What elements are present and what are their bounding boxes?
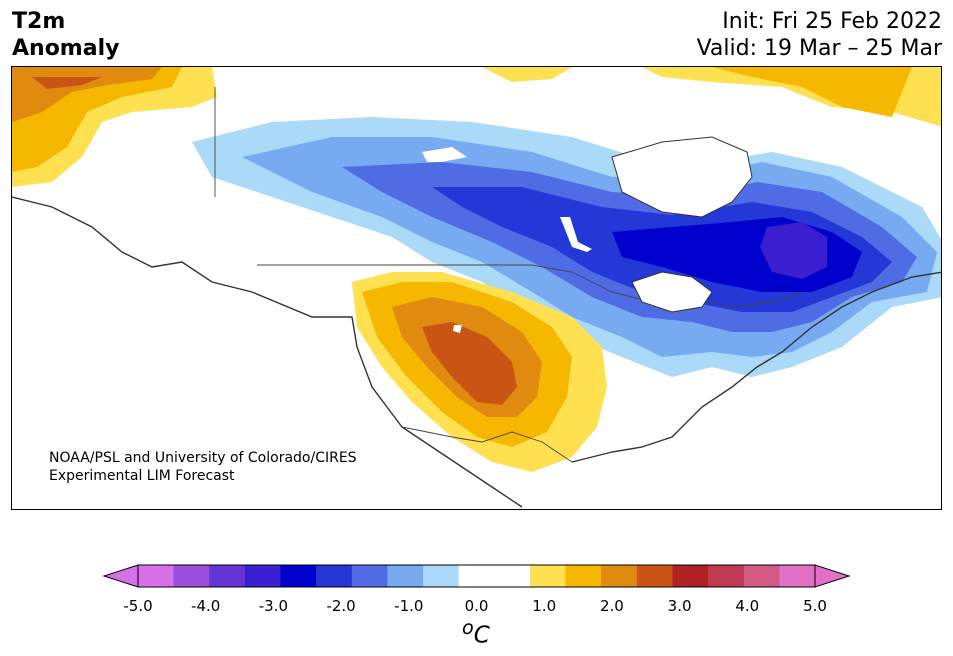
colorbar-tick-label: 0.0 <box>464 597 489 615</box>
unit-celsius: C <box>473 622 490 649</box>
great-slave-lake <box>422 147 467 162</box>
forecast-dates: Init: Fri 25 Feb 2022 Valid: 19 Mar – 25… <box>697 8 942 62</box>
colorbar-segment <box>280 565 317 587</box>
credit-line-1: NOAA/PSL and University of Colorado/CIRE… <box>49 450 357 466</box>
colorbar-tick-label: -1.0 <box>394 597 424 615</box>
valid-period: Valid: 19 Mar – 25 Mar <box>696 36 942 61</box>
colorbar-tick-label: 3.0 <box>667 597 692 615</box>
anomaly-map <box>11 66 942 510</box>
colorbar-tick-label: 4.0 <box>735 597 760 615</box>
colorbar-tick-label: 1.0 <box>532 597 557 615</box>
colorbar-border <box>137 564 816 588</box>
colorbar-tick-label: -3.0 <box>258 597 289 615</box>
colorbar-segment <box>565 565 602 587</box>
lake-winnipeg <box>560 217 592 252</box>
colorbar-tick-label: 2.0 <box>599 597 624 615</box>
colorbar-segment <box>636 565 673 587</box>
colorbar-tick-label: 5.0 <box>803 597 827 615</box>
colorbar-segment <box>601 565 638 587</box>
colorbar-extend-low <box>102 564 139 588</box>
colorbar-segment <box>672 565 709 587</box>
map-canvas <box>12 67 941 508</box>
warm-region-southwest-4 <box>422 322 517 405</box>
colorbar-segment <box>423 565 460 587</box>
colorbar-tick-label: -5.0 <box>123 597 153 615</box>
colorbar-segment <box>529 565 567 587</box>
warm-region-arctic <box>482 67 572 82</box>
colorbar-unit: oC <box>462 616 490 649</box>
colorbar-segment <box>244 565 282 587</box>
warm-region-greenland-2 <box>712 67 912 117</box>
border-us-mexico <box>401 426 573 463</box>
colorbar-segment <box>316 565 353 587</box>
warm-region-alaska-4 <box>32 77 102 89</box>
colorbar-segment <box>458 565 495 587</box>
colorbar-tick-label: -4.0 <box>191 597 221 615</box>
credit-text: NOAA/PSL and University of Colorado/CIRE… <box>49 449 357 485</box>
title-line-1: T2m <box>12 9 66 34</box>
title-line-2: Anomaly <box>12 36 120 61</box>
cool-region-6 <box>760 222 827 279</box>
colorbar-segment <box>387 565 424 587</box>
colorbar-segment <box>351 565 388 587</box>
credit-line-2: Experimental LIM Forecast <box>49 468 235 484</box>
hudson-bay <box>611 136 753 218</box>
colorbar-segment <box>138 565 175 587</box>
colorbar-tick-label: -2.0 <box>326 597 356 615</box>
map-title: T2m Anomaly <box>12 8 119 62</box>
colorbar-segment <box>209 565 246 587</box>
init-date: Init: Fri 25 Feb 2022 <box>722 9 942 34</box>
colorbar-segment <box>743 565 780 587</box>
colorbar-extend-high <box>814 564 851 588</box>
colorbar-segment <box>708 565 745 587</box>
colorbar-segment <box>779 565 816 587</box>
coastline <box>12 196 941 508</box>
unit-degree: o <box>462 616 474 639</box>
colorbar <box>102 564 851 588</box>
great-salt-lake <box>453 325 462 333</box>
great-lakes <box>631 271 713 313</box>
colorbar-ticks: -5.0 -4.0 -3.0 -2.0 -1.0 0.0 1.0 2.0 3.0 4.0 5.0 <box>0 597 953 617</box>
colorbar-segment <box>494 565 531 587</box>
colorbar-segment <box>173 565 210 587</box>
